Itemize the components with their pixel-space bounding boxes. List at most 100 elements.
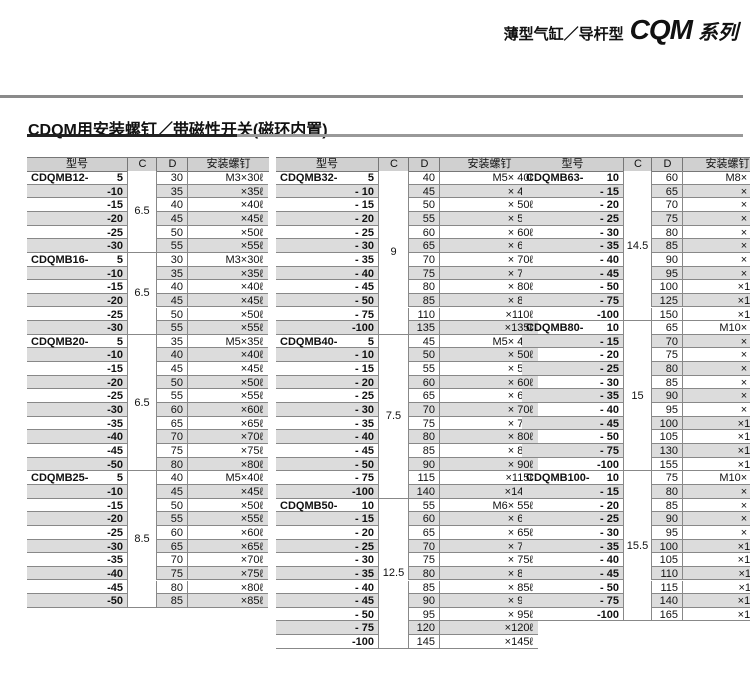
model-cell: -25 [27, 526, 127, 540]
screw-cell: ×35ℓ [187, 184, 268, 199]
model-stroke: 10 [606, 472, 619, 485]
model-cell: - 25 [522, 512, 623, 526]
column-header: C [623, 157, 652, 172]
column-header: 安装螺钉 [187, 157, 269, 172]
model-cell: -20 [27, 293, 127, 308]
d-cell: 80 [156, 580, 187, 595]
model-prefix: CDQMB20- [31, 335, 89, 348]
screw-cell: ×120ℓ [439, 621, 538, 636]
model-cell: - 40 [276, 266, 378, 281]
model-cell: - 40 [522, 403, 623, 417]
d-cell: 50 [408, 198, 439, 212]
model-cell: -100 [522, 308, 623, 322]
screw-cell: × 95ℓ [682, 403, 750, 417]
d-cell: 125 [651, 293, 682, 308]
d-cell: 80 [408, 430, 439, 444]
model-cell: -100 [522, 458, 623, 472]
d-cell: 75 [408, 416, 439, 431]
d-cell: 80 [408, 280, 439, 294]
model-cell: - 10 [276, 348, 378, 363]
d-cell: 55 [408, 362, 439, 376]
model-cell: - 30 [276, 403, 378, 417]
model-cell: - 45 [522, 566, 623, 581]
d-cell: 115 [651, 580, 682, 595]
d-cell: 95 [408, 607, 439, 622]
screw-cell: × 90ℓ [682, 389, 750, 404]
model-cell: - 30 [522, 526, 623, 540]
header-divider [0, 95, 743, 98]
model-stroke: 10 [606, 322, 619, 335]
model-cell: - 35 [522, 539, 623, 554]
d-cell: 60 [408, 512, 439, 526]
model-cell: -30 [27, 239, 127, 253]
d-cell: 55 [156, 321, 187, 335]
model-cell: CDQMB16- 5 [27, 253, 127, 267]
screw-cell: × 90ℓ [682, 252, 750, 267]
d-cell: 35 [156, 334, 187, 349]
model-cell: - 40 [276, 430, 378, 444]
series-suffix: 系列 [698, 22, 738, 44]
d-cell: 60 [156, 403, 187, 417]
d-cell: 150 [651, 307, 682, 322]
d-cell: 85 [651, 375, 682, 390]
model-cell: - 45 [522, 266, 623, 281]
model-cell: -10 [27, 348, 127, 363]
d-cell: 40 [156, 198, 187, 212]
d-cell: 80 [156, 457, 187, 472]
model-cell: -40 [27, 566, 127, 581]
model-cell: -15 [27, 362, 127, 376]
screw-cell: ×40ℓ [187, 280, 268, 294]
screw-cell: × 80ℓ [439, 280, 538, 294]
model-cell: -100 [276, 321, 378, 335]
screw-cell: ×65ℓ [187, 416, 268, 431]
c-cell: 9 [378, 171, 408, 335]
model-cell: - 30 [522, 376, 623, 390]
screw-cell: × 70ℓ [439, 403, 538, 417]
d-cell: 50 [156, 498, 187, 513]
model-cell: CDQMB25- 5 [27, 471, 127, 485]
model-cell: - 45 [276, 594, 378, 608]
d-cell: 115 [408, 471, 439, 485]
d-cell: 75 [408, 266, 439, 281]
model-cell: - 50 [522, 430, 623, 444]
screw-cell: M8× 60ℓ [682, 171, 750, 185]
d-cell: 70 [408, 403, 439, 417]
screw-cell: × 60ℓ [439, 375, 538, 390]
model-cell: - 75 [276, 308, 378, 322]
d-cell: 75 [156, 444, 187, 458]
column-header: D [408, 157, 440, 172]
d-cell: 60 [156, 525, 187, 540]
column-header: C [378, 157, 409, 172]
model-prefix: CDQMB25- [31, 472, 89, 485]
screw-cell: × 95ℓ [682, 266, 750, 281]
screw-cell: ×80ℓ [187, 457, 268, 472]
screw-cell: ×35ℓ [187, 266, 268, 281]
screw-cell: × 90ℓ [682, 512, 750, 526]
model-cell: - 40 [276, 581, 378, 595]
screw-cell: M10× 65ℓ [682, 321, 750, 335]
model-cell: -50 [27, 594, 127, 608]
d-cell: 135 [408, 321, 439, 335]
screw-cell: × 80ℓ [439, 430, 538, 444]
model-prefix: CDQMB32- [280, 172, 338, 184]
series-code: CQM [629, 14, 693, 45]
c-cell: 8.5 [127, 471, 156, 608]
model-cell: -35 [27, 553, 127, 567]
d-cell: 100 [651, 539, 682, 554]
d-cell: 55 [408, 498, 439, 513]
c-cell: 6.5 [127, 334, 156, 472]
d-cell: 85 [408, 293, 439, 308]
series-header: 薄型气缸／导杆型 CQM 系列 [504, 14, 738, 46]
model-cell: - 25 [276, 389, 378, 404]
model-prefix: CDQMB40- [280, 335, 338, 348]
d-cell: 140 [651, 594, 682, 608]
model-cell: - 15 [276, 512, 378, 526]
d-cell: 65 [408, 239, 439, 253]
screw-cell: ×105ℓ [682, 553, 750, 567]
model-cell: - 10 [276, 184, 378, 199]
model-cell: - 75 [276, 621, 378, 636]
d-cell: 80 [651, 225, 682, 240]
screw-cell: ×140ℓ [682, 594, 750, 608]
d-cell: 70 [156, 553, 187, 567]
model-cell: -35 [27, 417, 127, 431]
